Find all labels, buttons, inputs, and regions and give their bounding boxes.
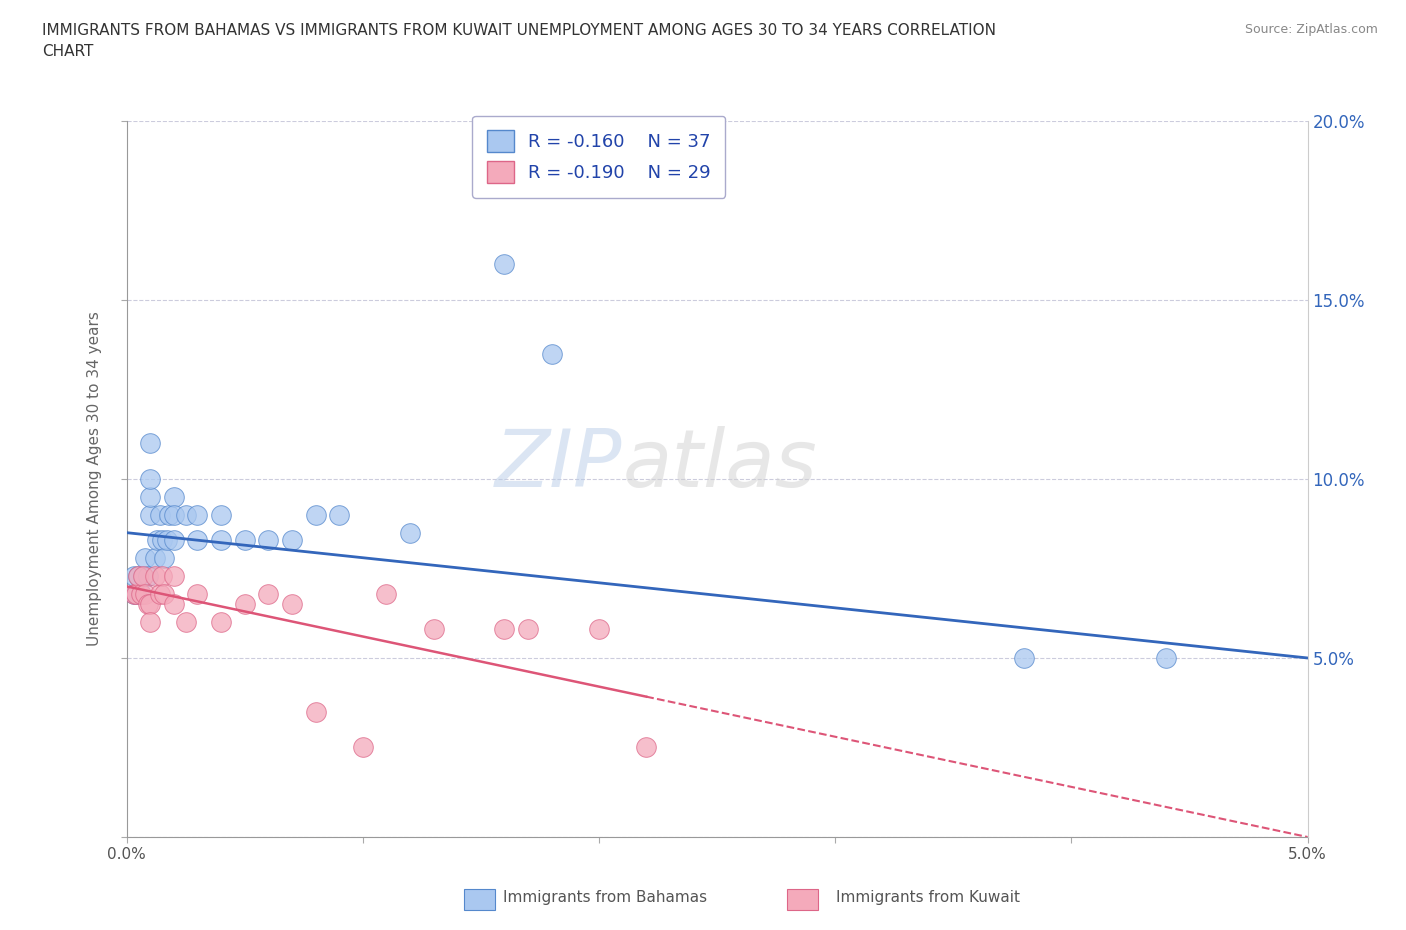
Point — [1154, 651, 1177, 666]
Point — [134, 551, 156, 565]
Point — [1012, 651, 1035, 666]
Text: Source: ZipAtlas.com: Source: ZipAtlas.com — [1244, 23, 1378, 36]
Point — [540, 346, 562, 361]
Point — [150, 532, 173, 547]
Point — [186, 532, 208, 547]
Point — [209, 615, 232, 630]
Point — [163, 532, 186, 547]
Point — [233, 597, 256, 612]
Point — [399, 525, 422, 540]
Point — [139, 472, 162, 486]
Point — [129, 586, 152, 601]
Point — [143, 568, 166, 583]
Text: Immigrants from Kuwait: Immigrants from Kuwait — [837, 890, 1019, 905]
Point — [209, 508, 232, 523]
Legend: R = -0.160    N = 37, R = -0.190    N = 29: R = -0.160 N = 37, R = -0.190 N = 29 — [472, 115, 725, 197]
Point — [186, 508, 208, 523]
Y-axis label: Unemployment Among Ages 30 to 34 years: Unemployment Among Ages 30 to 34 years — [87, 312, 103, 646]
Point — [304, 704, 326, 719]
Point — [174, 508, 197, 523]
Point — [281, 597, 304, 612]
Point — [136, 568, 159, 583]
Point — [163, 597, 186, 612]
Point — [588, 622, 610, 637]
Point — [163, 508, 186, 523]
Point — [186, 586, 208, 601]
Point — [163, 489, 186, 504]
Point — [150, 568, 173, 583]
Point — [156, 532, 179, 547]
Point — [127, 568, 149, 583]
Point — [281, 532, 304, 547]
Point — [153, 551, 176, 565]
Point — [304, 508, 326, 523]
Point — [129, 586, 152, 601]
Point — [257, 586, 280, 601]
Text: ZIP: ZIP — [495, 426, 623, 504]
Point — [139, 615, 162, 630]
Point — [257, 532, 280, 547]
Point — [139, 597, 162, 612]
Point — [375, 586, 398, 601]
Text: atlas: atlas — [623, 426, 817, 504]
Point — [163, 568, 186, 583]
Point — [636, 740, 658, 755]
Point — [139, 508, 162, 523]
Point — [134, 586, 156, 601]
Point — [139, 489, 162, 504]
Point — [127, 568, 149, 583]
Point — [132, 568, 155, 583]
Text: IMMIGRANTS FROM BAHAMAS VS IMMIGRANTS FROM KUWAIT UNEMPLOYMENT AMONG AGES 30 TO : IMMIGRANTS FROM BAHAMAS VS IMMIGRANTS FR… — [42, 23, 997, 60]
Point — [352, 740, 374, 755]
Point — [174, 615, 197, 630]
Point — [209, 532, 232, 547]
Point — [149, 508, 172, 523]
Point — [149, 586, 172, 601]
Point — [422, 622, 444, 637]
Point — [125, 586, 148, 601]
Point — [146, 532, 169, 547]
Point — [153, 586, 176, 601]
Text: Immigrants from Bahamas: Immigrants from Bahamas — [502, 890, 707, 905]
Point — [494, 257, 516, 272]
Point — [157, 508, 180, 523]
Point — [139, 435, 162, 451]
Point — [328, 508, 350, 523]
Point — [233, 532, 256, 547]
Point — [143, 551, 166, 565]
Point — [132, 568, 155, 583]
Point — [125, 586, 148, 601]
Point — [122, 586, 145, 601]
Point — [122, 586, 145, 601]
Point — [517, 622, 540, 637]
Point — [122, 568, 145, 583]
Point — [136, 597, 159, 612]
Point — [494, 622, 516, 637]
